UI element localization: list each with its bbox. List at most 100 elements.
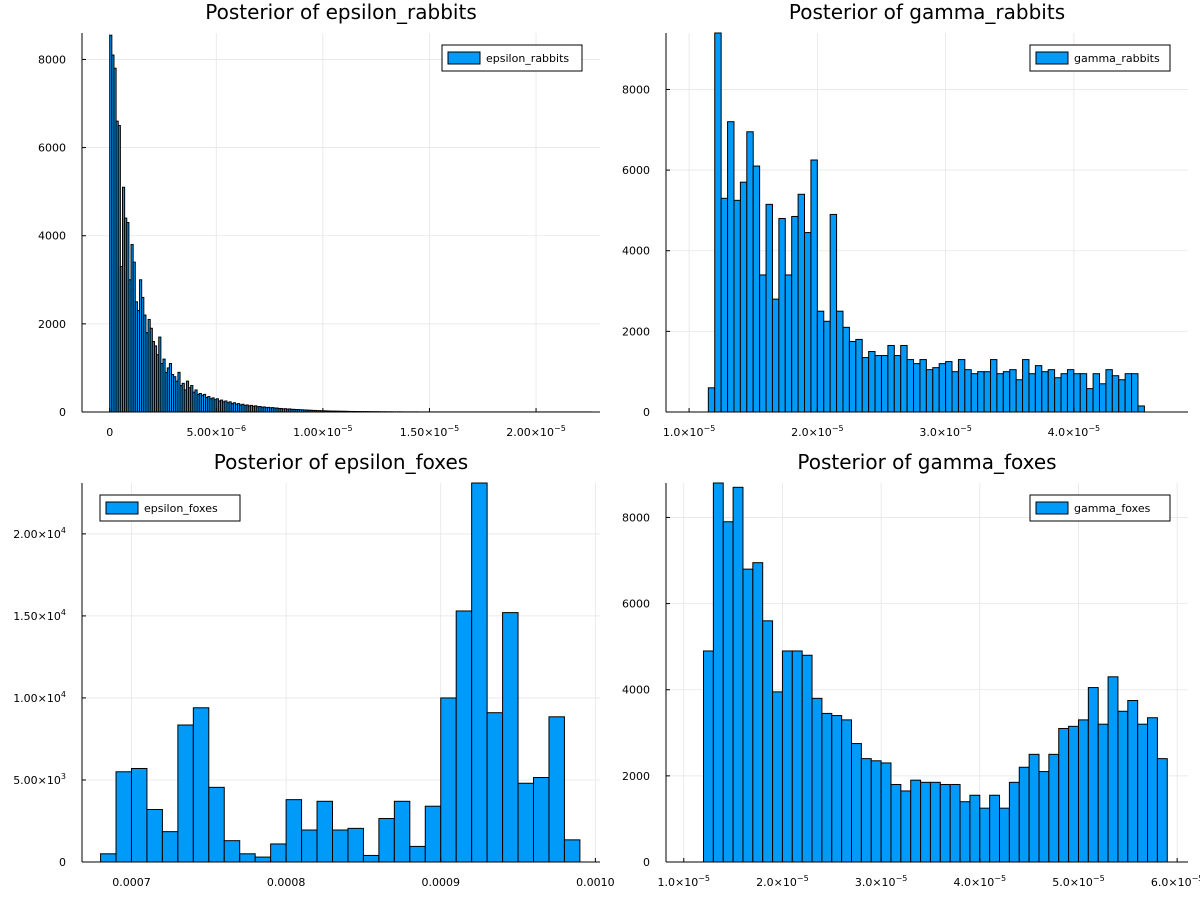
histogram-bar	[1157, 759, 1167, 862]
histogram-bar	[379, 819, 394, 862]
histogram-bar	[971, 374, 977, 412]
histogram-bar	[901, 345, 907, 412]
legend-label: epsilon_foxes	[144, 502, 218, 515]
histogram-bar	[456, 611, 471, 862]
histogram-bar	[363, 855, 378, 862]
histogram-bar	[950, 784, 960, 862]
x-tick-label: 2.0×10−5	[791, 424, 844, 439]
legend-swatch	[448, 52, 480, 64]
histogram-bar	[1119, 380, 1125, 412]
histogram-bar	[1042, 372, 1048, 412]
histogram-bar	[1029, 754, 1039, 862]
legend: epsilon_foxes	[100, 495, 240, 521]
histogram-bar	[1078, 720, 1088, 862]
histogram-bar	[849, 341, 855, 412]
histogram-bar	[1087, 389, 1093, 412]
histogram-bar	[984, 372, 990, 412]
histogram-bar	[888, 345, 894, 412]
y-tick-label: 4000	[622, 684, 650, 697]
histogram-bar	[1088, 688, 1098, 862]
histogram-bars	[101, 483, 580, 862]
chart-title: Posterior of gamma_foxes	[797, 450, 1056, 474]
y-tick-label: 5.00×103	[13, 772, 66, 787]
x-tick-label: 3.0×10−5	[855, 874, 908, 889]
histogram-bar	[1055, 378, 1061, 412]
histogram-bar	[1128, 700, 1138, 862]
histogram-bar	[837, 311, 843, 412]
histogram-bar	[921, 782, 931, 862]
histogram-bar	[708, 388, 714, 412]
histogram-bar	[881, 763, 891, 862]
histogram-bar	[1059, 728, 1069, 862]
histogram-bar	[952, 372, 958, 412]
histogram-bar	[779, 218, 785, 412]
histogram-bar	[1074, 374, 1080, 412]
histogram-bar	[721, 198, 727, 412]
histogram-bar	[773, 692, 783, 862]
histogram-bar	[760, 275, 766, 412]
histogram-bar	[715, 33, 721, 412]
histogram-bar	[147, 809, 162, 862]
histogram-bar	[472, 483, 487, 862]
histogram-bar	[178, 725, 193, 862]
histogram-bar	[812, 698, 822, 862]
histogram-bar	[805, 233, 811, 412]
histogram-bar	[1035, 366, 1041, 412]
histogram-bar	[920, 360, 926, 412]
histogram-bar	[871, 761, 881, 862]
histogram-bar	[980, 808, 990, 862]
histogram-bar	[503, 613, 518, 862]
histogram-bar	[209, 787, 224, 862]
y-tick-label: 0	[59, 856, 66, 869]
histogram-bar	[441, 698, 456, 862]
histogram-bar	[747, 132, 753, 412]
legend: gamma_rabbits	[1030, 45, 1170, 71]
y-tick-label: 0	[59, 406, 66, 419]
histogram-bar	[713, 483, 723, 862]
histogram-bar	[914, 364, 920, 412]
histogram-bar	[1108, 677, 1118, 862]
y-tick-label: 2000	[622, 325, 650, 338]
histogram-bar	[766, 204, 772, 412]
x-tick-label: 1.00×10−5	[293, 424, 353, 439]
legend-label: epsilon_rabbits	[486, 52, 569, 65]
histogram-bar	[1023, 360, 1029, 412]
histogram-bar	[728, 122, 734, 412]
histogram-bar	[116, 772, 131, 862]
histogram-bar	[240, 854, 255, 862]
histogram-bar	[792, 216, 798, 412]
y-tick-label: 2000	[38, 318, 66, 331]
histogram-bar	[487, 713, 502, 862]
histogram-bar	[960, 802, 970, 862]
histogram-bar	[332, 830, 347, 862]
histogram-bars	[708, 33, 1144, 412]
histogram-bar	[940, 784, 950, 862]
histogram-bar	[1019, 767, 1029, 862]
histogram-bar	[534, 778, 549, 862]
x-tick-label: 1.0×10−5	[658, 874, 711, 889]
y-tick-label: 6000	[38, 142, 66, 155]
histogram-bar	[939, 364, 945, 412]
histogram-bar	[926, 370, 932, 412]
histogram-bar	[1112, 376, 1118, 412]
histogram-bar	[1106, 370, 1112, 412]
histogram-bar	[946, 362, 952, 412]
histogram-bar	[772, 299, 778, 412]
histogram-bar	[811, 160, 817, 412]
histogram-bar	[763, 621, 773, 862]
y-tick-label: 0	[643, 856, 650, 869]
histogram-bar	[1098, 724, 1108, 862]
y-tick-label: 4000	[38, 230, 66, 243]
histogram-bar	[856, 339, 862, 412]
y-tick-label: 6000	[622, 598, 650, 611]
histogram-bar	[785, 275, 791, 412]
histogram-bar	[740, 182, 746, 412]
histogram-bar	[162, 832, 177, 862]
histogram-bars	[110, 35, 592, 412]
histogram-bar	[425, 806, 440, 862]
histogram-bar	[302, 830, 317, 862]
y-tick-label: 4000	[622, 245, 650, 258]
